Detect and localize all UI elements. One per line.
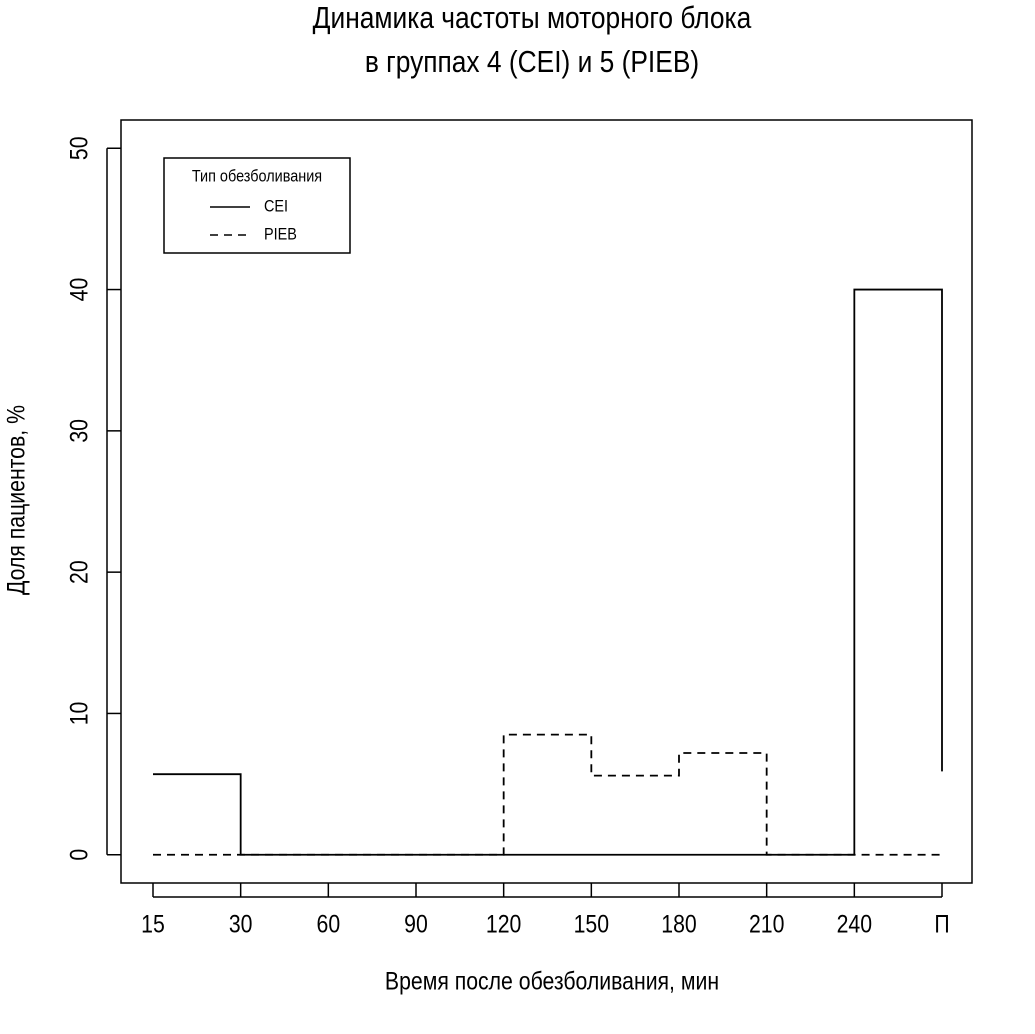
x-tick-label: 150 <box>574 910 609 938</box>
step-line <box>153 733 942 856</box>
y-tick-label: 40 <box>65 278 93 302</box>
legend-label: CEI <box>264 197 288 215</box>
plot-frame <box>120 119 973 884</box>
x-tick-label: П <box>934 910 949 938</box>
chart-subtitle: в группах 4 (CEI) и 5 (PIEB) <box>365 45 699 79</box>
y-tick-label: 30 <box>65 419 93 443</box>
x-tick-label: 60 <box>317 910 341 938</box>
x-tick-label: 15 <box>141 910 165 938</box>
x-tick-label: 120 <box>486 910 521 938</box>
legend-title: Тип обезболивания <box>192 167 322 185</box>
y-tick-label: 10 <box>65 702 93 726</box>
x-tick-label: 240 <box>837 910 872 938</box>
x-axis-label: Время после обезболивания, мин <box>385 967 719 995</box>
x-tick-label: 90 <box>404 910 428 938</box>
x-tick-label: 180 <box>661 910 696 938</box>
y-tick-label: 50 <box>65 136 93 160</box>
legend-label: PIEB <box>264 225 297 243</box>
x-tick-label: 210 <box>749 910 784 938</box>
chart-title: Динамика частоты моторного блока <box>313 1 752 35</box>
y-axis-label: Доля пациентов, % <box>2 405 30 595</box>
step-line <box>153 288 943 856</box>
x-tick-label: 30 <box>229 910 253 938</box>
y-tick-label: 20 <box>65 560 93 584</box>
y-tick-label: 0 <box>65 849 93 861</box>
legend-box <box>163 157 351 254</box>
